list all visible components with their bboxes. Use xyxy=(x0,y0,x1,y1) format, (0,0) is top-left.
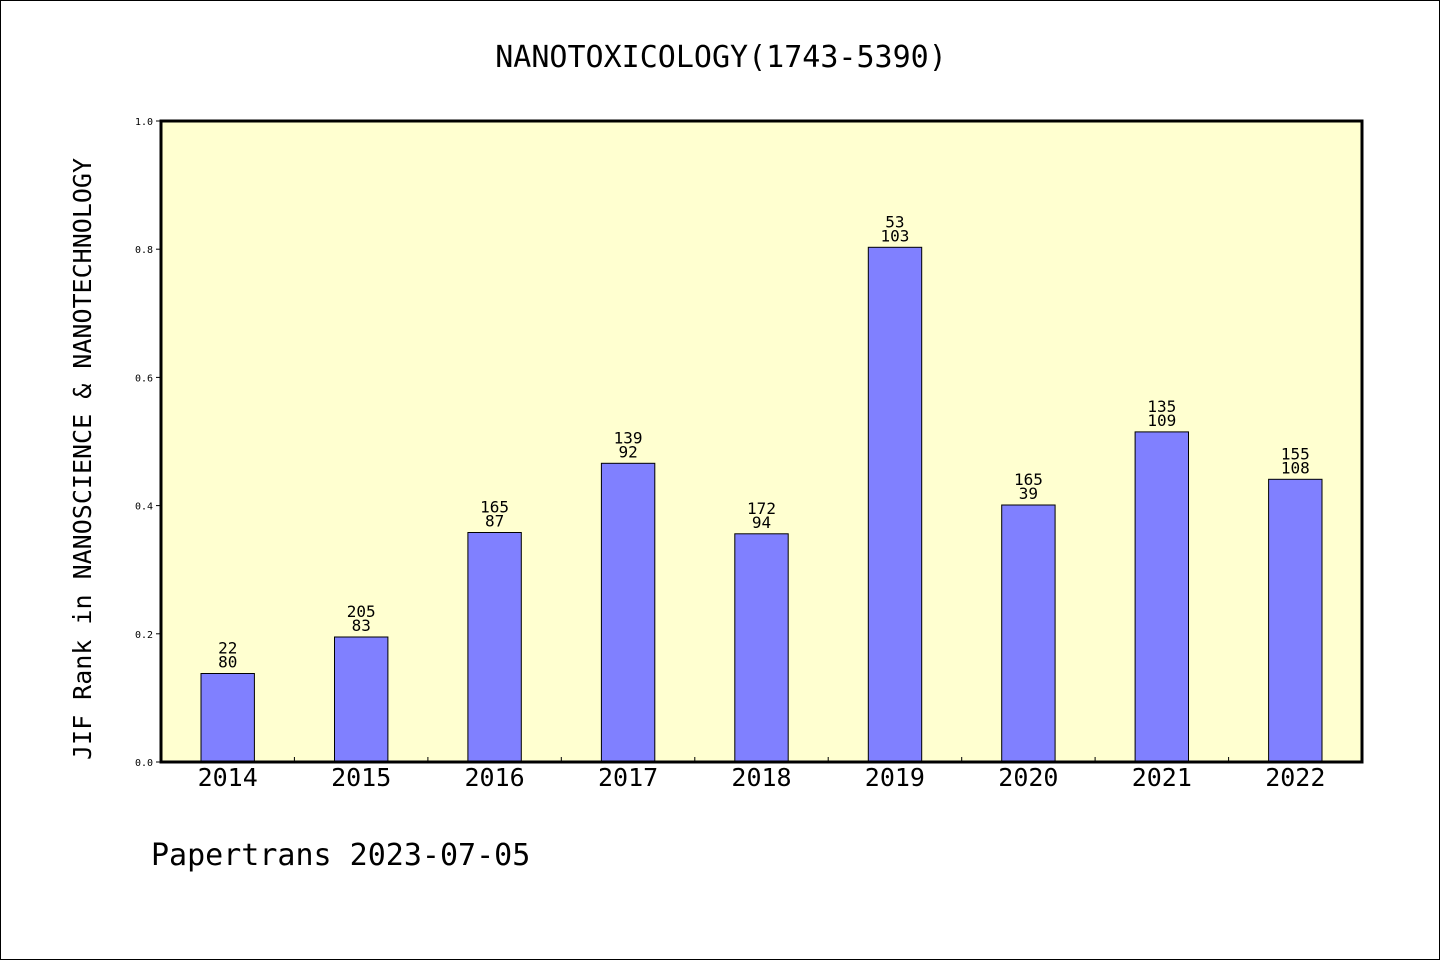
bars-group xyxy=(200,246,1323,763)
x-tick-label-2017: 2017 xyxy=(598,763,658,792)
rank-label-2017: 139 xyxy=(614,428,643,447)
bar-2014 xyxy=(200,673,255,763)
rank-label-2022: 155 xyxy=(1281,444,1310,463)
footer-text: Papertrans 2023-07-05 xyxy=(151,838,530,873)
total-label-2020: 39 xyxy=(1019,484,1038,503)
total-label-2015: 83 xyxy=(352,616,371,635)
rank-label-2021: 135 xyxy=(1147,397,1176,416)
y-tick-label-0.8: 0.8 xyxy=(135,245,153,256)
y-tick-label-0.0: 0.0 xyxy=(135,758,153,769)
total-label-2021: 109 xyxy=(1147,411,1176,430)
rank-label-2015: 205 xyxy=(347,602,376,621)
bar-2015 xyxy=(334,636,389,763)
bar-2017 xyxy=(600,462,656,763)
plot-border xyxy=(159,119,1364,764)
rank-label-2018: 172 xyxy=(747,499,776,518)
bar-2016 xyxy=(467,532,522,763)
bar-2018 xyxy=(734,533,789,763)
y-tick-label-0.2: 0.2 xyxy=(135,630,153,641)
x-tick-label-2020: 2020 xyxy=(998,763,1058,792)
x-axis-ticks: 2014 2015 2016 2017 2018 2019 2020 2021 2022 xyxy=(198,757,1325,792)
rank-label-2019: 53 xyxy=(885,212,904,231)
x-tick-label-2021: 2021 xyxy=(1132,763,1192,792)
bar-2019 xyxy=(867,246,923,763)
bar-2022 xyxy=(1268,478,1323,763)
bar-2020 xyxy=(1001,504,1056,763)
total-label-2014: 80 xyxy=(218,653,237,672)
total-label-2017: 92 xyxy=(618,442,637,461)
x-tick-label-2014: 2014 xyxy=(198,763,258,792)
y-tick-label-1.0: 1.0 xyxy=(135,117,153,128)
rank-label-2020: 165 xyxy=(1014,470,1043,489)
total-label-2019: 103 xyxy=(880,226,909,245)
x-tick-label-2016: 2016 xyxy=(464,763,524,792)
x-tick-label-2022: 2022 xyxy=(1265,763,1325,792)
y-axis-ticks: 0.0 0.2 0.4 0.6 0.8 1.0 xyxy=(135,117,161,769)
rank-label-2016: 165 xyxy=(480,498,509,517)
bar-2021 xyxy=(1134,431,1189,763)
total-label-2022: 108 xyxy=(1281,458,1310,477)
x-tick-label-2019: 2019 xyxy=(865,763,925,792)
total-label-2016: 87 xyxy=(485,512,504,531)
x-tick-label-2018: 2018 xyxy=(731,763,791,792)
total-label-2018: 94 xyxy=(752,513,771,532)
data-labels-group: 2280205831658713992172945310316539135109… xyxy=(218,212,1310,671)
y-tick-label-0.6: 0.6 xyxy=(135,373,153,384)
y-tick-label-0.4: 0.4 xyxy=(135,502,153,513)
x-tick-label-2015: 2015 xyxy=(331,763,391,792)
y-axis-label: JIF Rank in NANOSCIENCE & NANOTECHNOLOGY xyxy=(68,158,97,760)
rank-label-2014: 22 xyxy=(218,639,237,658)
chart-title: NANOTOXICOLOGY(1743-5390) xyxy=(495,40,947,75)
